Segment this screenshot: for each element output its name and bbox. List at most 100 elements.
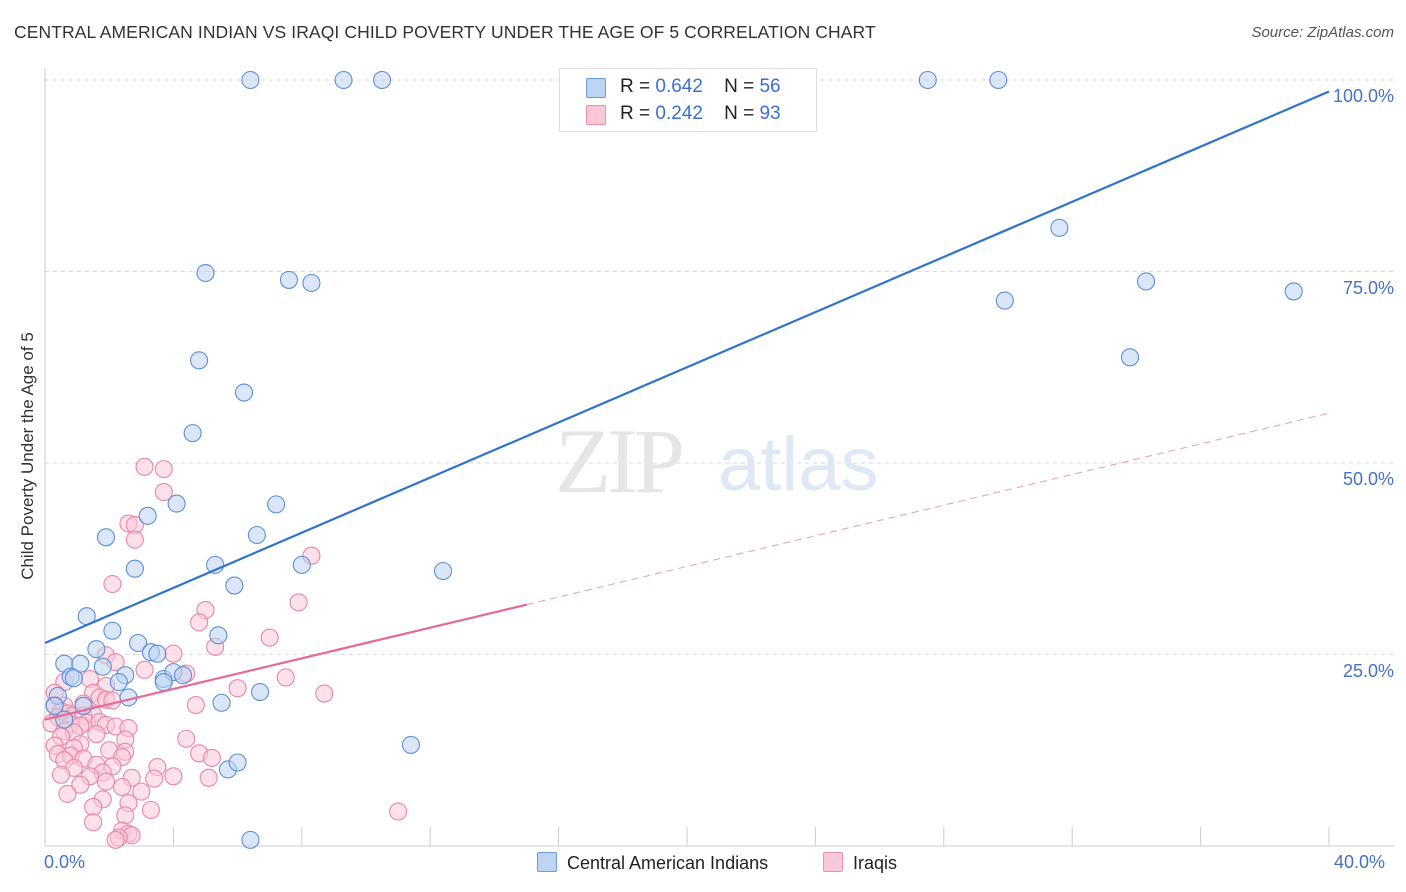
iraqis-point bbox=[71, 775, 90, 794]
n-label: N = bbox=[724, 103, 755, 124]
iraqis-point bbox=[199, 768, 218, 787]
n-value: 93 bbox=[759, 103, 781, 124]
central-american-indians-point bbox=[103, 621, 122, 640]
central-american-indians-point bbox=[234, 383, 254, 402]
central-american-indians-point bbox=[1136, 272, 1156, 291]
iraqis-point bbox=[154, 483, 173, 502]
central-american-indians-point bbox=[148, 644, 167, 663]
iraqis-point bbox=[135, 457, 154, 476]
correlation-legend: R = 0.642 N = 56 R = 0.242 N = 93 bbox=[559, 68, 817, 132]
legend-swatch-pink bbox=[586, 105, 606, 125]
central-american-indians-point bbox=[225, 576, 244, 595]
axes bbox=[44, 68, 1394, 847]
iraqis-point bbox=[154, 460, 173, 479]
trend-lines bbox=[44, 90, 1330, 721]
r-value: 0.642 bbox=[655, 76, 703, 97]
iraqis-point bbox=[145, 769, 164, 788]
iraqis-point bbox=[164, 767, 183, 786]
iraqis-point bbox=[315, 684, 334, 703]
source-credit: Source: ZipAtlas.com bbox=[1251, 24, 1394, 41]
central-american-indians-points bbox=[45, 70, 1303, 849]
x-tick-min: 0.0% bbox=[44, 852, 86, 872]
bottom-legend-central-american-indians: Central American Indians bbox=[537, 852, 768, 874]
iraqis-point bbox=[141, 800, 160, 820]
iraqis-trend-extension bbox=[526, 412, 1330, 606]
central-american-indians-point bbox=[125, 559, 144, 578]
central-american-indians-point bbox=[1120, 348, 1140, 367]
n-value: 56 bbox=[759, 76, 781, 97]
central-american-indians-point bbox=[93, 657, 112, 676]
central-american-indians-point bbox=[196, 263, 215, 283]
central-american-indians-point bbox=[334, 70, 353, 90]
r-value: 0.242 bbox=[655, 103, 703, 124]
central-american-indians-point bbox=[241, 70, 260, 90]
bottom-legend-swatch-blue bbox=[537, 852, 557, 872]
central-american-indians-point bbox=[401, 735, 420, 754]
central-american-indians-point bbox=[228, 753, 247, 772]
iraqis-point bbox=[389, 802, 408, 821]
central-american-indians-point bbox=[96, 528, 116, 547]
r-label: R = bbox=[620, 103, 651, 124]
bottom-legend-label: Central American Indians bbox=[567, 853, 769, 873]
gridlines bbox=[45, 79, 1394, 655]
iraqis-point bbox=[112, 777, 132, 797]
central-american-indians-point bbox=[45, 696, 64, 715]
watermark-zip: ZIP bbox=[555, 410, 682, 512]
central-american-indians-point bbox=[190, 351, 209, 370]
central-american-indians-point bbox=[279, 270, 299, 289]
central-american-indians-point bbox=[433, 561, 453, 581]
iraqis-point bbox=[96, 772, 116, 791]
iraqis-point bbox=[186, 696, 205, 715]
central-american-indians-point bbox=[1050, 218, 1069, 237]
iraqis-point bbox=[125, 530, 144, 549]
iraqis-point bbox=[190, 613, 209, 632]
central-american-indians-point bbox=[167, 494, 186, 513]
central-american-indians-point bbox=[989, 70, 1008, 90]
bottom-legend-swatch-pink bbox=[823, 852, 843, 872]
iraqis-point bbox=[116, 806, 135, 825]
central-american-indians-point bbox=[918, 70, 937, 90]
iraqis-trend-line bbox=[44, 603, 527, 721]
central-american-indians-point bbox=[1284, 282, 1303, 301]
central-american-indians-point bbox=[241, 830, 260, 849]
iraqis-point bbox=[228, 679, 247, 698]
central-american-indians-point bbox=[138, 506, 157, 525]
iraqis-point bbox=[58, 784, 77, 803]
legend-stats: R = 0.242 N = 93 bbox=[620, 103, 781, 125]
central-american-indians-point bbox=[995, 291, 1014, 310]
watermark-atlas: atlas bbox=[718, 422, 879, 507]
chart-title: CENTRAL AMERICAN INDIAN VS IRAQI CHILD P… bbox=[14, 22, 876, 42]
central-american-indians-point bbox=[247, 525, 266, 545]
legend-stats: R = 0.642 N = 56 bbox=[620, 76, 781, 98]
r-label: R = bbox=[620, 76, 651, 97]
central-american-indians-point bbox=[267, 495, 286, 514]
central-american-indians-point bbox=[109, 673, 128, 692]
central-american-indians-point bbox=[212, 693, 231, 712]
iraqis-point bbox=[106, 830, 125, 849]
iraqis-point bbox=[276, 668, 295, 687]
central-american-indians-point bbox=[209, 626, 228, 645]
iraqis-point bbox=[164, 644, 183, 663]
iraqis-point bbox=[202, 748, 221, 767]
iraqis-point bbox=[87, 725, 106, 744]
iraqis-point bbox=[135, 660, 154, 679]
iraqis-point bbox=[84, 813, 103, 832]
central-american-indians-point bbox=[129, 633, 148, 653]
central-american-indians-point bbox=[154, 673, 173, 692]
central-american-indians-point bbox=[173, 666, 193, 685]
central-american-indians-point bbox=[251, 682, 270, 702]
iraqis-point bbox=[177, 729, 196, 748]
central-american-indians-point bbox=[87, 640, 106, 659]
central-american-indians-point bbox=[302, 273, 321, 293]
central-american-indians-point bbox=[183, 424, 202, 443]
central-american-indians-point bbox=[64, 669, 83, 688]
y-tick-label: 25.0% bbox=[1342, 660, 1394, 681]
central-american-indians-point bbox=[372, 70, 392, 90]
y-tick-label: 50.0% bbox=[1342, 469, 1394, 489]
iraqis-point bbox=[103, 691, 122, 710]
legend-swatch-blue bbox=[586, 78, 606, 98]
iraqis-point bbox=[289, 593, 308, 612]
central-american-indians-trend-line bbox=[44, 90, 1330, 645]
iraqis-point bbox=[103, 574, 122, 594]
